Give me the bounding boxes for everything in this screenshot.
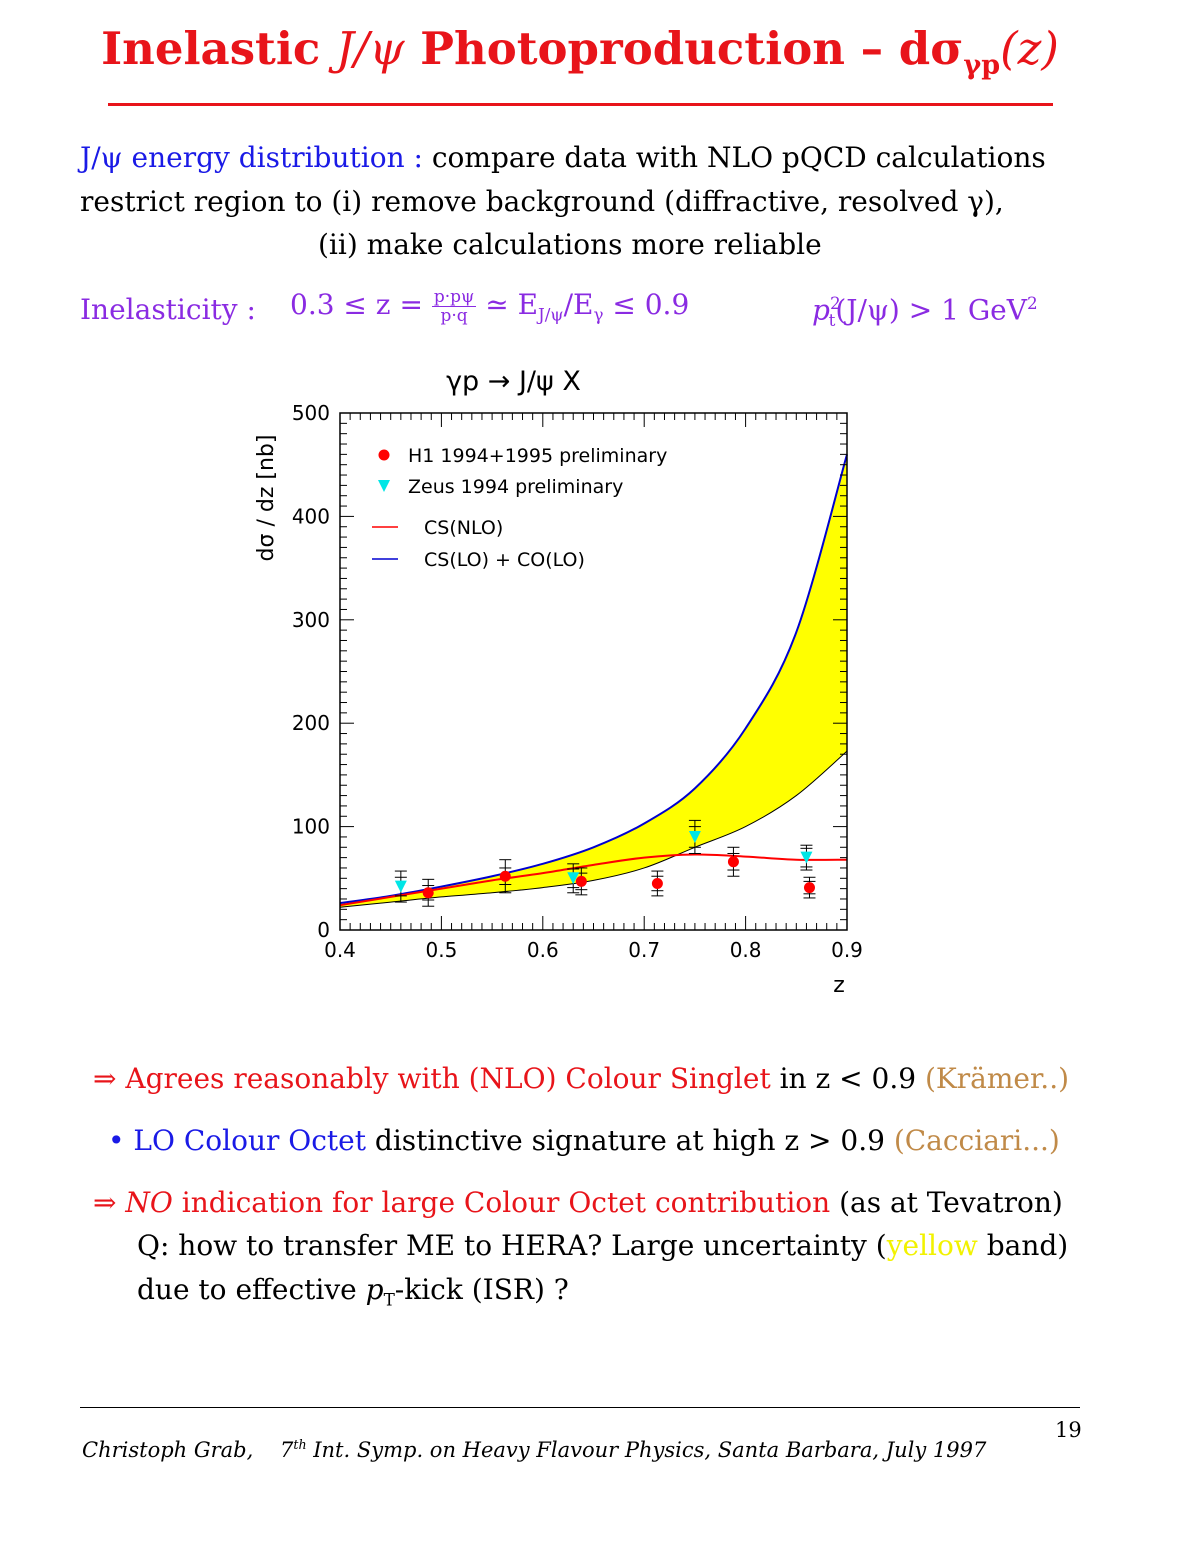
bullet-3-pt: p [365,1273,384,1306]
formula-rhs2-sub: γ [593,304,604,325]
title-sub: γp [963,50,1001,81]
pt-rest-sup: 2 [1026,293,1038,313]
x-tick-label: 0.5 [425,938,457,962]
bullet-3-l2b: band) [977,1229,1069,1262]
legend-zeus-marker [378,480,390,492]
zeus-point [688,830,701,843]
chart-title: γp → J/ψ X [446,366,581,397]
page-number: 19 [1055,1418,1082,1442]
y-tick-label: 0 [317,918,330,942]
intro-rest: compare data with NLO pQCD calculations [422,141,1046,174]
formula-lhs: 0.3 ≤ z = [290,288,423,321]
cross-section-chart: 0 100 200 300 400 500 0.4 0.5 0.6 0.7 0.8 0.9 H1 199… [254,366,863,998]
uncertainty-band [340,454,847,908]
bullet-3-rest: (as at Tevatron) [830,1186,1063,1219]
bullet-3: ⇒ NO indication for large Colour Octet c… [93,1186,1063,1219]
formula-rhs3: ≤ 0.9 [603,288,690,321]
title-tail: (z) [1000,22,1059,75]
footer-ordinal-sup: th [293,1437,307,1452]
bullet-3-line-2: Q: how to transfer ME to HERA? Large unc… [137,1229,1068,1262]
y-tick-label: 300 [292,608,330,632]
zeus-point [800,851,813,864]
formula-fraction: p·pψ p·q [431,287,477,326]
legend-zeus-label: Zeus 1994 preliminary [408,476,623,498]
intro-highlight: J/ψ energy distribution : [80,141,423,174]
title-mid: Photoproduction – dσ [404,22,964,75]
formula-rhs-sub: J/ψ [538,304,564,325]
bullet-1-ref: (Krämer..) [924,1062,1070,1095]
intro-line-3: (ii) make calculations more reliable [318,228,822,261]
implies-arrow: ⇒ [93,1186,117,1219]
h1-point [651,877,663,889]
legend-h1-marker [378,449,390,461]
formula-rhs: ≃ E [485,288,539,321]
bullet-3-line-3: due to effective pT-kick (ISR) ? [137,1273,569,1310]
x-tick-label: 0.8 [730,938,762,962]
pt-symbol: p [812,293,830,327]
bullet-1: ⇒ Agrees reasonably with (NLO) Colour Si… [93,1062,1069,1095]
footer-rest: Int. Symp. on Heavy Flavour Physics, San… [306,1438,987,1462]
title-psi: J/ψ [336,22,405,75]
x-tick-label: 0.7 [628,938,660,962]
h1-point [422,887,434,899]
bullet-2-ref: (Cacciari...) [893,1124,1060,1157]
y-axis-label: dσ / dz [nb] [254,435,279,562]
bullet-1-red: Agrees reasonably with (NLO) Colour Sing… [125,1062,771,1095]
y-tick-label: 200 [292,711,330,735]
h1-point [499,870,511,882]
page-title: Inelastic J/ψ Photoproduction – dσγp(z) [0,22,1160,81]
y-tick-label: 400 [292,504,330,528]
pt-rest: (J/ψ) > 1 GeV [835,293,1027,327]
h1-point [803,882,815,894]
x-tick-label: 0.4 [324,938,356,962]
bullet-2-blue: LO Colour Octet [133,1124,366,1157]
legend-nlo-label: CS(NLO) [424,517,503,539]
title-lead: Inelastic [101,22,336,75]
y-tick-label: 100 [292,815,330,839]
title-rule [108,103,1053,106]
fraction-numerator: p·pψ [431,287,477,307]
implies-arrow: ⇒ [93,1062,117,1095]
zeus-point [394,880,407,893]
bullet-3-l3b: -kick (ISR) ? [394,1273,569,1306]
y-tick-label: 500 [292,401,330,425]
pt-cut: p2t(J/ψ) > 1 GeV2 [812,293,1038,330]
legend-lo-label: CS(LO) + CO(LO) [424,549,585,571]
inelasticity-label: Inelasticity : [80,293,256,326]
inelasticity-formula: 0.3 ≤ z = p·pψ p·q ≃ EJ/ψ/Eγ ≤ 0.9 [290,288,689,325]
bullet-3-yellow: yellow [886,1229,978,1262]
fraction-denominator: p·q [440,306,468,326]
cs-co-lo-curve [339,454,848,905]
intro-line-2: restrict region to (i) remove background… [80,185,1004,218]
bullet-2-mid: distinctive signature at high z > 0.9 [366,1124,894,1157]
footer-rule [80,1407,1080,1408]
x-axis-label: z [833,973,845,998]
x-tick-label: 0.6 [527,938,559,962]
bullet-3-l3a: due to effective [137,1273,366,1306]
intro-line-1: J/ψ energy distribution : compare data w… [80,141,1046,174]
pt-sup: 2 [829,293,841,313]
h1-point [727,856,739,868]
x-tick-label: 0.9 [831,938,863,962]
footer: Christoph Grab, 7th Int. Symp. on Heavy … [82,1437,986,1462]
bullet-dot: • [108,1124,125,1157]
bullet-1-mid: in z < 0.9 [770,1062,925,1095]
bullet-3-pt-sub: T [383,1289,395,1310]
footer-ordinal: 7 [280,1438,294,1462]
bullet-2: • LO Colour Octet distinctive signature … [108,1124,1060,1157]
bullet-3-no: NO [125,1186,173,1219]
pt-sub: t [828,309,836,330]
legend-h1-label: H1 1994+1995 preliminary [408,445,667,467]
zeus-point [567,872,580,885]
bullet-3-red: indication for large Colour Octet contri… [172,1186,831,1219]
formula-rhs2: /E [563,288,594,321]
h1-point [575,875,587,887]
bullet-3-l2a: Q: how to transfer ME to HERA? Large unc… [137,1229,887,1262]
footer-author: Christoph Grab, [82,1438,254,1462]
